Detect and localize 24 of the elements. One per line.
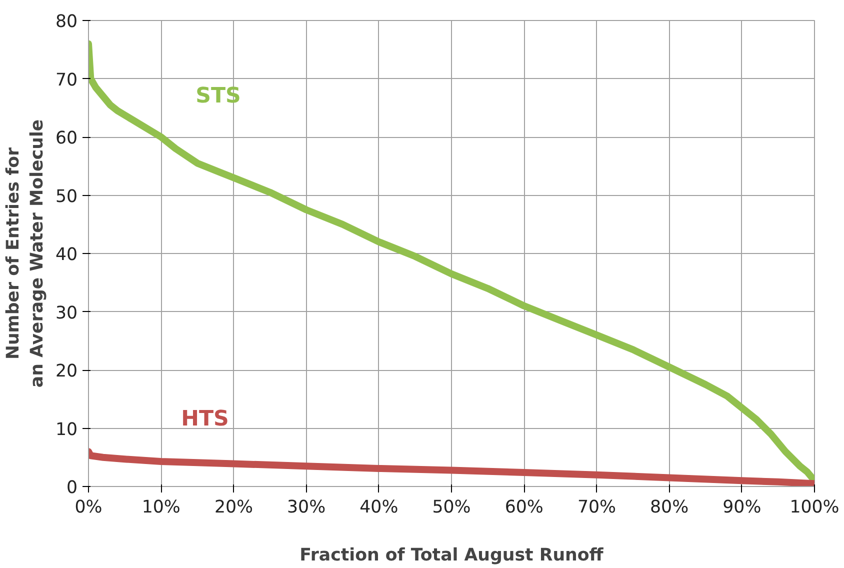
x-axis-title: Fraction of Total August Runoff bbox=[300, 546, 604, 566]
x-tick-label: 100% bbox=[790, 498, 840, 518]
text: STS bbox=[196, 84, 241, 109]
x-tick-label: 30% bbox=[287, 498, 326, 518]
y-tick-label: 50 bbox=[55, 186, 78, 207]
x-tick-label: 40% bbox=[360, 498, 398, 518]
x-tick-label: 80% bbox=[650, 498, 689, 518]
x-tick-label: 10% bbox=[142, 498, 180, 518]
x-tick-label: 60% bbox=[504, 498, 544, 518]
y-axis-title: Number of Entries for an Average Water Molecule bbox=[3, 119, 48, 388]
y-tick-label: 20 bbox=[55, 362, 78, 382]
y-tick-label: 10 bbox=[55, 420, 78, 440]
x-tick-label: 20% bbox=[214, 498, 253, 518]
y-tick-label: 30 bbox=[55, 303, 78, 324]
series-label: HTS bbox=[181, 406, 229, 432]
x-tick-label: 50% bbox=[432, 498, 471, 518]
x-tick-label: 90% bbox=[722, 498, 762, 518]
y-tick-label: 0 bbox=[66, 478, 78, 498]
y-tick-label: 60 bbox=[55, 128, 78, 148]
y-tick-label: 40 bbox=[55, 245, 78, 265]
y-tick-label: 80 bbox=[55, 12, 78, 32]
x-tick-label: 0% bbox=[74, 498, 102, 518]
y-tick-label: 70 bbox=[55, 70, 78, 90]
x-tick-label: 70% bbox=[577, 498, 616, 518]
